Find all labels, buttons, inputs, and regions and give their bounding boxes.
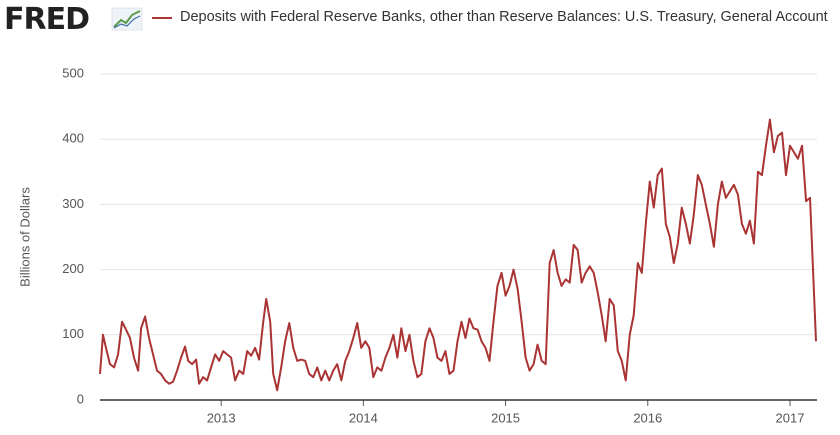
x-tick-label: 2017 — [776, 410, 805, 425]
x-tick-label: 2016 — [633, 410, 662, 425]
y-tick-label: 400 — [62, 131, 84, 146]
x-tick-label: 2013 — [207, 410, 236, 425]
y-tick-label: 0 — [77, 391, 84, 406]
y-tick-label: 300 — [62, 196, 84, 211]
legend-label: Deposits with Federal Reserve Banks, oth… — [180, 9, 828, 25]
logo-icon-line — [113, 10, 141, 28]
y-tick-label: 100 — [62, 326, 84, 341]
logo-icon — [111, 7, 143, 31]
x-tick-label: 2015 — [491, 410, 520, 425]
logo: FRED — [4, 2, 90, 37]
legend-swatch — [152, 17, 172, 19]
legend: Deposits with Federal Reserve Banks, oth… — [152, 8, 832, 27]
logo-icon-line — [113, 15, 141, 29]
y-axis-label: Billions of Dollars — [17, 187, 32, 287]
y-tick-label: 200 — [62, 261, 84, 276]
data-line — [99, 118, 817, 392]
y-tick-label: 500 — [62, 65, 84, 80]
x-tick-label: 2014 — [349, 410, 378, 425]
